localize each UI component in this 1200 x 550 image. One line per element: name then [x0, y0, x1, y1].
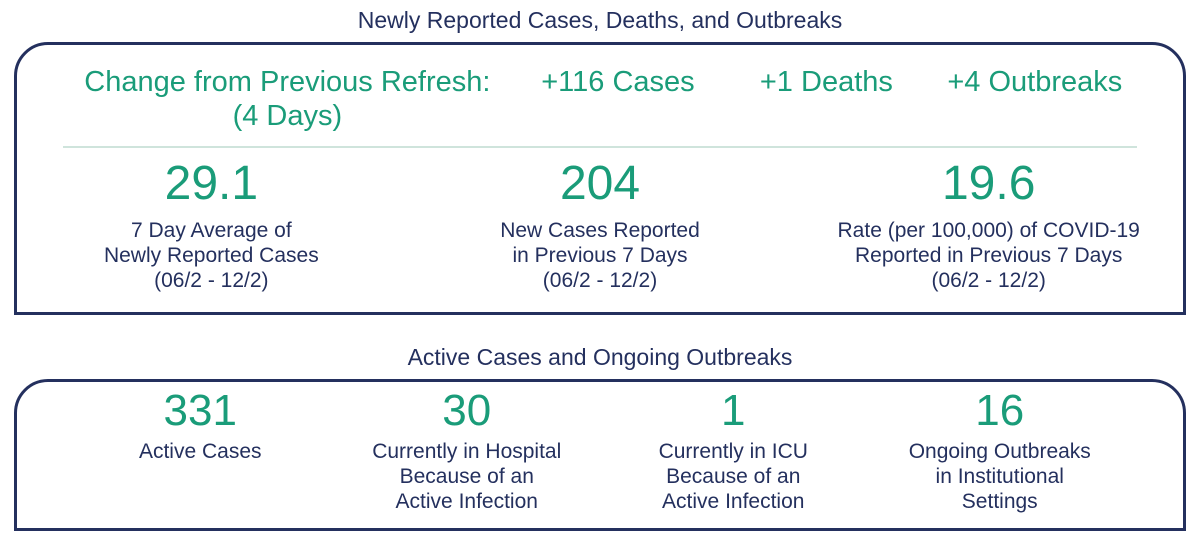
stat-in-hospital-label: Currently in Hospital Because of an Acti… [372, 440, 562, 513]
stat-7day-average-label: 7 Day Average of Newly Reported Cases (0… [103, 219, 319, 292]
stat-new-cases-7days: 204 New Cases Reported in Previous 7 Day… [406, 156, 795, 293]
stat-in-hospital-value: 30 [442, 386, 492, 435]
stat-active-cases-label: Active Cases [138, 440, 262, 463]
refresh-change-label: Change from Previous Refresh: (4 Days) [61, 65, 514, 133]
section-title-active-cases: Active Cases and Ongoing Outbreaks [407, 344, 793, 370]
stat-rate-per-100000-label: Rate (per 100,000) of COVID-19 Reported … [837, 219, 1140, 292]
stat-ongoing-outbreaks-label: Ongoing Outbreaks in Institutional Setti… [908, 440, 1091, 513]
stat-new-cases-7days-label: New Cases Reported in Previous 7 Days (0… [500, 219, 700, 292]
stat-active-cases-value: 331 [163, 386, 237, 435]
stat-ongoing-outbreaks-value: 16 [975, 386, 1025, 435]
stat-ongoing-outbreaks: 16 Ongoing Outbreaks in Institutional Se… [867, 386, 1134, 514]
panel-newly-reported: Change from Previous Refresh: (4 Days) +… [14, 42, 1186, 315]
refresh-change-label-line1: Change from Previous Refresh: [84, 66, 491, 98]
refresh-change-label-line2: (4 Days) [232, 100, 343, 132]
stat-in-hospital: 30 Currently in Hospital Because of an A… [334, 386, 601, 514]
stat-new-cases-7days-value: 204 [559, 157, 641, 210]
stat-rate-per-100000: 19.6 Rate (per 100,000) of COVID-19 Repo… [794, 156, 1183, 293]
delta-outbreaks: +4 Outbreaks [947, 66, 1123, 98]
panel-active-cases: 331 Active Cases 30 Currently in Hospita… [14, 379, 1186, 531]
stat-in-icu-label: Currently in ICU Because of an Active In… [658, 440, 808, 513]
stat-active-cases: 331 Active Cases [67, 386, 334, 464]
delta-deaths: +1 Deaths [759, 66, 893, 98]
stat-7day-average: 29.1 7 Day Average of Newly Reported Cas… [17, 156, 406, 293]
delta-cases: +116 Cases [541, 66, 695, 98]
newly-reported-stats-row: 29.1 7 Day Average of Newly Reported Cas… [17, 156, 1183, 293]
stat-in-icu-value: 1 [721, 386, 746, 435]
panel-divider [63, 146, 1137, 148]
stat-in-icu: 1 Currently in ICU Because of an Active … [600, 386, 867, 514]
stat-rate-per-100000-value: 19.6 [941, 157, 1036, 210]
section-title-newly-reported: Newly Reported Cases, Deaths, and Outbre… [357, 7, 843, 33]
stat-7day-average-value: 29.1 [164, 157, 259, 210]
active-cases-stats-row: 331 Active Cases 30 Currently in Hospita… [17, 386, 1183, 514]
refresh-change-row: Change from Previous Refresh: (4 Days) +… [17, 45, 1183, 133]
